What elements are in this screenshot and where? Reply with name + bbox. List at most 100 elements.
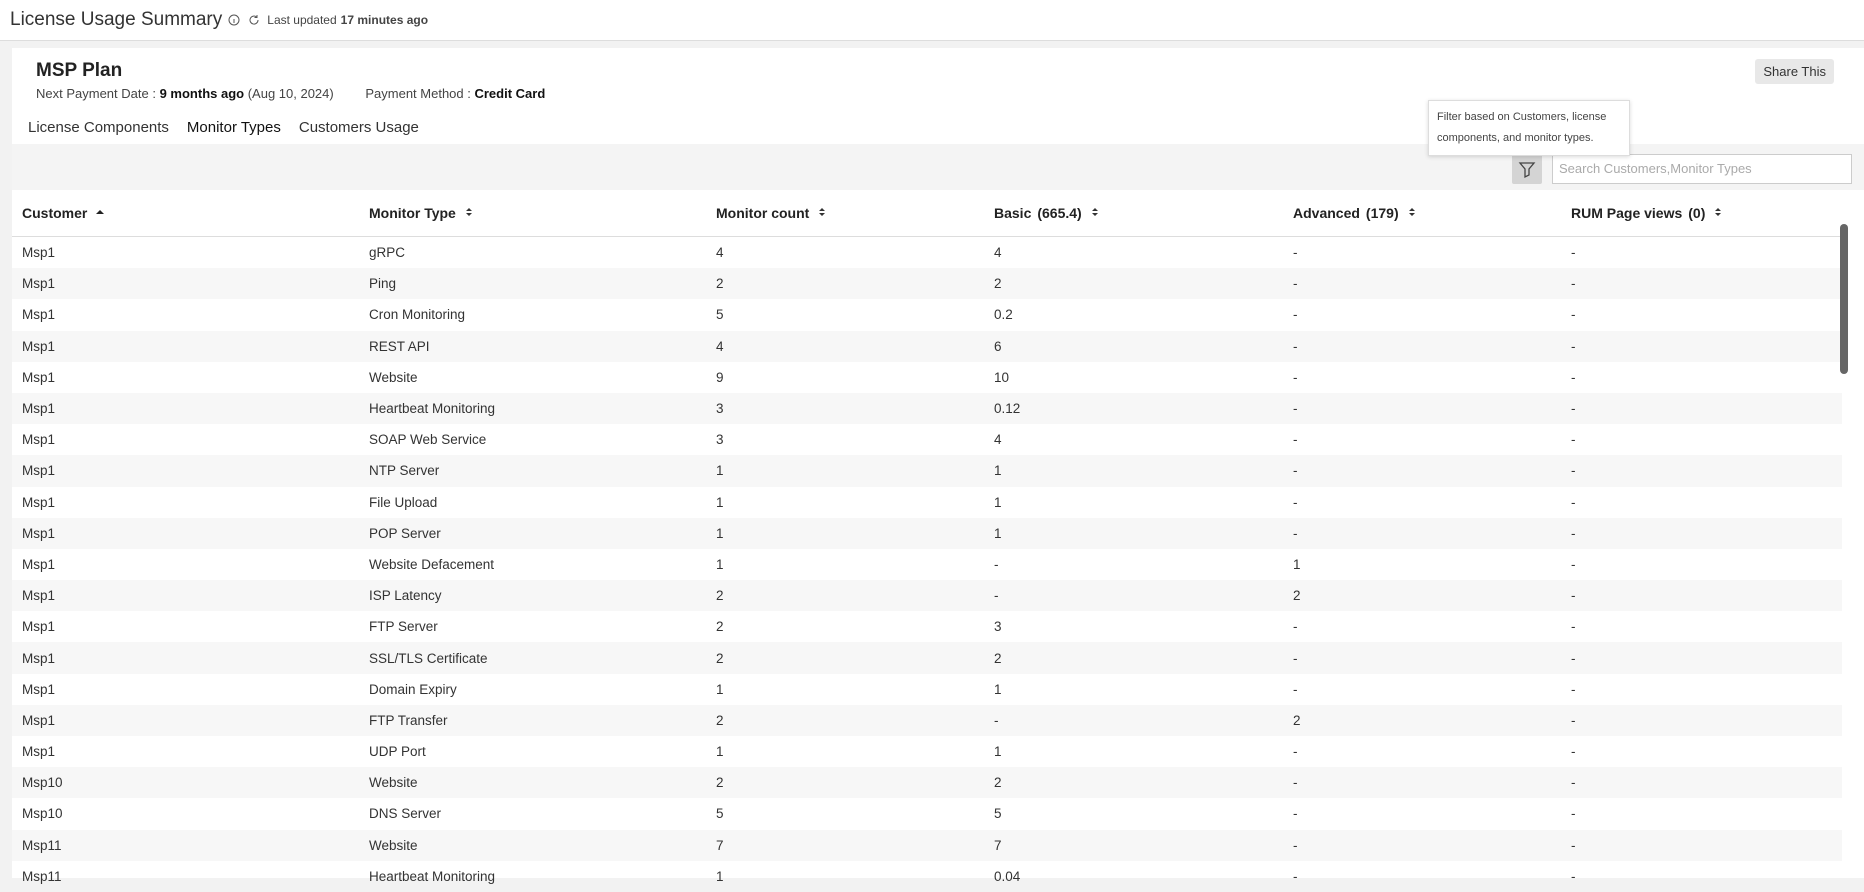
table-row: Msp1 REST API 4 6 - -: [12, 330, 1842, 362]
table-cell: Msp1: [22, 245, 56, 261]
table-cell: 7: [716, 837, 724, 853]
table-cell: Ping: [369, 276, 397, 292]
share-button[interactable]: Share This: [1755, 59, 1834, 84]
tab[interactable]: Customers Usage: [298, 119, 419, 136]
table-cell: File Upload: [369, 494, 438, 510]
table-cell: 4: [716, 245, 724, 261]
column-header[interactable]: Basic (665.4): [984, 205, 1283, 221]
table-cell: Msp1: [22, 588, 56, 604]
table-cell: 1: [716, 463, 724, 479]
table-cell: -: [1293, 307, 1298, 323]
table-cell: Heartbeat Monitoring: [369, 868, 496, 884]
table-cell: Msp1: [22, 619, 56, 635]
table-cell: -: [1571, 369, 1576, 385]
search-input[interactable]: Search Customers,Monitor Types: [1552, 154, 1852, 184]
summary-card: MSP Plan Next Payment Date : 9 months ag…: [12, 48, 1864, 884]
sort-icon[interactable]: [1711, 206, 1725, 218]
table-cell: Msp1: [22, 525, 56, 541]
table-cell: -: [1571, 712, 1576, 728]
table-cell: Msp10: [22, 806, 63, 822]
next-payment-relative: 9 months ago: [159, 86, 245, 101]
table-row: Msp1 Ping 2 2 - -: [12, 268, 1842, 300]
table-cell: 2: [716, 712, 724, 728]
column-header[interactable]: Monitor Type: [359, 205, 706, 221]
table-cell: 1: [716, 525, 724, 541]
table-cell: SSL/TLS Certificate: [369, 650, 488, 666]
table-cell: -: [1293, 868, 1298, 884]
table-row: Msp1 UDP Port 1 1 - -: [12, 736, 1842, 767]
column-header[interactable]: RUM Page views (0): [1561, 205, 1842, 221]
table-cell: -: [1571, 837, 1576, 853]
info-icon[interactable]: [227, 13, 241, 27]
sort-icon[interactable]: [815, 206, 829, 218]
table-cell: FTP Server: [369, 619, 438, 635]
table-cell: 1: [994, 463, 1002, 479]
table-cell: -: [1293, 494, 1298, 510]
table-cell: 2: [994, 775, 1002, 791]
table-cell: -: [1571, 650, 1576, 666]
table-cell: Msp1: [22, 556, 56, 572]
table-row: Msp1 Website Defacement 1 - 1 -: [12, 549, 1842, 580]
table: Customer Monitor Type Monitor count Basic (6…: [12, 190, 1842, 892]
table-cell: 2: [716, 588, 724, 604]
table-cell: -: [1571, 744, 1576, 760]
column-header[interactable]: Advanced (179): [1283, 205, 1561, 221]
last-updated-value: 17 minutes ago: [340, 13, 429, 27]
refresh-icon[interactable]: [247, 13, 261, 27]
column-total: (179): [1365, 205, 1399, 221]
table-cell: SOAP Web Service: [369, 432, 487, 448]
table-row: Msp1 SOAP Web Service 3 4 - -: [12, 424, 1842, 455]
sort-icon[interactable]: [462, 206, 476, 218]
table-cell: gRPC: [369, 245, 406, 261]
table-row: Msp1 NTP Server 1 1 - -: [12, 455, 1842, 487]
table-cell: -: [1571, 588, 1576, 604]
table-cell: -: [1571, 432, 1576, 448]
table-cell: -: [1293, 369, 1298, 385]
table-cell: -: [1571, 556, 1576, 572]
table-cell: Msp11: [22, 868, 62, 884]
table-cell: Msp1: [22, 494, 56, 510]
table-cell: 0.2: [994, 307, 1013, 323]
table-row: Msp1 Cron Monitoring 5 0.2 - -: [12, 299, 1842, 330]
sort-icon[interactable]: [1405, 206, 1419, 218]
table-cell: 0.12: [994, 401, 1021, 417]
tab[interactable]: Monitor Types: [177, 116, 290, 146]
filter-button[interactable]: [1512, 154, 1542, 184]
table-cell: 1: [994, 525, 1002, 541]
table-cell: 0.04: [994, 868, 1021, 884]
table-cell: ISP Latency: [369, 588, 442, 604]
table-cell: -: [1571, 806, 1576, 822]
tab[interactable]: License Components: [28, 119, 169, 136]
column-header[interactable]: Customer: [12, 205, 359, 221]
table-cell: -: [1571, 494, 1576, 510]
table-row: Msp1 File Upload 1 1 - -: [12, 487, 1842, 518]
table-cell: -: [1571, 401, 1576, 417]
table-cell: -: [1571, 307, 1576, 323]
table-cell: Website: [369, 775, 418, 791]
table-cell: -: [1293, 432, 1298, 448]
table-row: Msp1 Domain Expiry 1 1 - -: [12, 674, 1842, 705]
tabs: License Components Monitor Types Customers…: [19, 116, 428, 146]
table-cell: 1: [994, 494, 1002, 510]
table-cell: 5: [716, 307, 724, 323]
table-cell: Msp1: [22, 401, 56, 417]
table-cell: -: [994, 588, 999, 604]
sort-icon[interactable]: [1088, 206, 1102, 218]
table-cell: 4: [716, 338, 724, 354]
table-row: Msp1 ISP Latency 2 - 2 -: [12, 580, 1842, 612]
top-bar: License Usage Summary Last updated 17 mi…: [0, 0, 1864, 41]
table-cell: 2: [994, 650, 1002, 666]
column-header[interactable]: Monitor count: [706, 205, 984, 221]
table-cell: 1: [716, 681, 724, 697]
plan-name: MSP Plan: [36, 60, 123, 81]
payment-method: Credit Card: [474, 86, 546, 101]
table-cell: -: [1571, 619, 1576, 635]
table-cell: Website Defacement: [369, 556, 495, 572]
table-cell: -: [1571, 775, 1576, 791]
table-cell: 2: [716, 775, 724, 791]
sort-icon[interactable]: [93, 206, 107, 218]
table-cell: 3: [994, 619, 1002, 635]
table-cell: Msp1: [22, 276, 56, 292]
scrollbar[interactable]: [1840, 224, 1848, 374]
